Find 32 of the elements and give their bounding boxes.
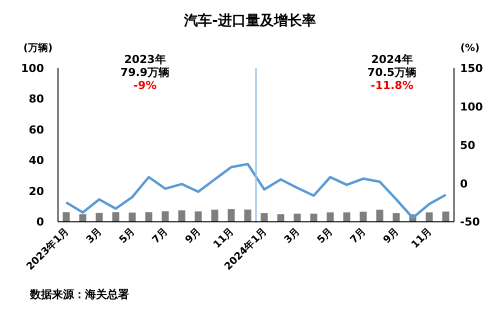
source-note: 数据来源：海关总署 bbox=[29, 288, 129, 301]
x-tick-label: 7月 bbox=[150, 226, 170, 246]
x-tick-label: 11月 bbox=[212, 226, 236, 251]
x-tick-label: 7月 bbox=[348, 226, 368, 246]
y2-tick-label: 100 bbox=[460, 100, 484, 114]
annotation: 70.5万辆 bbox=[367, 66, 417, 79]
line-series bbox=[65, 162, 447, 220]
annotation: -9% bbox=[133, 79, 157, 92]
annotation: 79.9万辆 bbox=[120, 66, 170, 79]
y-tick-label: 0 bbox=[36, 216, 44, 229]
x-tick-label: 3月 bbox=[282, 226, 302, 246]
y2-tick-label: 150 bbox=[460, 62, 484, 75]
y2-tick-label: 0 bbox=[460, 177, 468, 190]
y2-tick-label: 50 bbox=[460, 138, 476, 152]
y-tick-label: 60 bbox=[28, 123, 44, 136]
chart-title: 汽车-进口量及增长率 bbox=[183, 12, 316, 29]
x-tick-label: 3月 bbox=[84, 226, 104, 246]
y2-axis-title: (%) bbox=[460, 43, 480, 54]
y-tick-label: 80 bbox=[28, 92, 44, 106]
text: 2023年 bbox=[124, 53, 166, 66]
y-tick-label: 20 bbox=[28, 184, 44, 198]
x-tick-label: 5月 bbox=[118, 226, 138, 246]
y-tick-label: 100 bbox=[21, 62, 44, 75]
text: 2024年 bbox=[371, 53, 413, 66]
x-tick-label: 11月 bbox=[410, 226, 434, 251]
y-tick-label: 40 bbox=[28, 154, 44, 168]
y-axis-title: (万辆) bbox=[23, 42, 53, 54]
x-tick-label: 5月 bbox=[316, 226, 336, 246]
y2-tick-label: -50 bbox=[460, 216, 480, 229]
x-tick-label: 9月 bbox=[382, 226, 402, 246]
x-tick-label: 9月 bbox=[184, 226, 204, 246]
annotation: -11.8% bbox=[370, 79, 414, 92]
